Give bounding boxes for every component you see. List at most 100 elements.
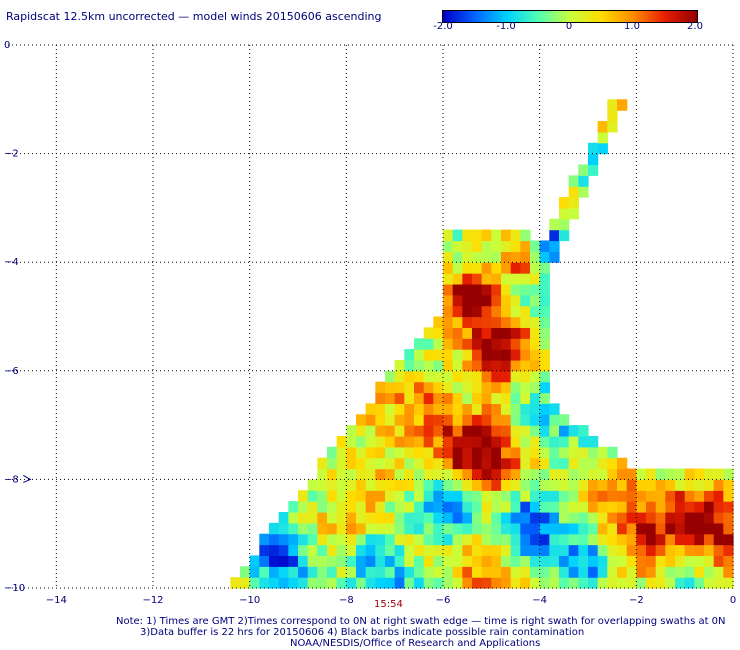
heatmap-cell	[626, 533, 637, 546]
heatmap-cell	[288, 566, 299, 578]
heatmap-cell	[549, 501, 560, 513]
heatmap-cell	[462, 316, 473, 328]
heatmap-cell	[307, 522, 318, 535]
heatmap-cell	[423, 370, 434, 383]
heatmap-cell	[607, 544, 618, 557]
heatmap-cell	[462, 479, 473, 491]
heatmap-cell	[675, 544, 686, 557]
heatmap-cell	[259, 555, 270, 567]
heatmap-cell	[462, 240, 473, 252]
heatmap-cell	[346, 533, 357, 546]
heatmap-cell	[307, 544, 318, 557]
heatmap-cell	[501, 392, 512, 404]
heatmap-cell	[530, 555, 541, 567]
heatmap-cell	[452, 262, 463, 274]
heatmap-cell	[520, 240, 531, 252]
heatmap-cell	[462, 251, 473, 263]
heatmap-cell	[404, 522, 415, 535]
heatmap-cell	[317, 501, 328, 513]
heatmap-cell	[501, 522, 512, 535]
heatmap-cell	[655, 501, 666, 513]
heatmap-cell	[375, 555, 386, 567]
heatmap-cell	[665, 555, 676, 567]
heatmap-cell	[694, 544, 705, 557]
heatmap-cell	[481, 316, 492, 328]
heatmap-cell	[462, 359, 473, 372]
heatmap-cell	[385, 403, 396, 415]
heatmap-cell	[336, 479, 347, 491]
heatmap-cell	[501, 327, 512, 339]
heatmap-cell	[481, 468, 492, 480]
heatmap-cell	[269, 533, 280, 546]
heatmap-cell	[414, 468, 425, 480]
heatmap-cell	[462, 305, 473, 318]
heatmap-cell	[452, 544, 463, 557]
heatmap-cell	[307, 566, 318, 578]
heatmap-cell	[520, 555, 531, 567]
heatmap-cell	[452, 533, 463, 546]
heatmap-cell	[549, 229, 560, 242]
heatmap-cell	[559, 555, 570, 567]
heatmap-cell	[655, 511, 666, 524]
heatmap-cell	[530, 240, 541, 252]
heatmap-cell	[472, 273, 483, 285]
heatmap-cell	[530, 522, 541, 535]
heatmap-cell	[578, 511, 589, 524]
heatmap-cell	[452, 468, 463, 480]
heatmap-cell	[723, 490, 734, 502]
heatmap-cell	[385, 522, 396, 535]
heatmap-cell	[423, 479, 434, 491]
heatmap-cell	[298, 490, 309, 502]
heatmap-cell	[617, 533, 628, 546]
heatmap-cell	[539, 501, 550, 513]
heatmap-cell	[433, 544, 444, 557]
heatmap-cell	[501, 555, 512, 567]
heatmap-cell	[675, 533, 686, 546]
heatmap-cell	[443, 251, 454, 263]
heatmap-cell	[510, 457, 521, 470]
heatmap-cell	[288, 577, 299, 589]
heatmap-cell	[597, 511, 608, 524]
heatmap-cell	[375, 544, 386, 557]
x-tick-label: −10	[239, 595, 260, 606]
heatmap-cell	[385, 425, 396, 437]
heatmap-cell	[520, 381, 531, 394]
heatmap-cell	[404, 544, 415, 557]
heatmap-cell	[549, 511, 560, 524]
heatmap-cell	[588, 522, 599, 535]
heatmap-cell	[452, 414, 463, 426]
heatmap-cell	[472, 544, 483, 557]
heatmap-cell	[462, 544, 473, 557]
heatmap-cell	[559, 522, 570, 535]
heatmap-cell	[336, 501, 347, 513]
heatmap-cell	[491, 490, 502, 502]
heatmap-cell	[655, 490, 666, 502]
heatmap-cell	[462, 414, 473, 426]
heatmap-cell	[501, 533, 512, 546]
heatmap-cell	[433, 533, 444, 546]
heatmap-cell	[423, 457, 434, 470]
heatmap-cell	[443, 533, 454, 546]
heatmap-cell	[404, 457, 415, 470]
heatmap-cell	[249, 577, 260, 589]
heatmap-cell	[501, 544, 512, 557]
heatmap-cell	[443, 501, 454, 513]
heatmap-cell	[530, 294, 541, 307]
heatmap-cell	[433, 316, 444, 328]
heatmap-cell	[472, 511, 483, 524]
heatmap-cell	[336, 566, 347, 578]
heatmap-cell	[607, 566, 618, 578]
heatmap-cell	[443, 566, 454, 578]
heatmap-cell	[443, 457, 454, 470]
heatmap-cell	[588, 142, 599, 155]
heatmap-cell	[443, 403, 454, 415]
heatmap-cell	[394, 511, 405, 524]
heatmap-cell	[356, 533, 367, 546]
heatmap-cell	[491, 349, 502, 361]
grid-lines	[8, 44, 734, 589]
heatmap-cell	[317, 533, 328, 546]
heatmap-cell	[423, 349, 434, 361]
heatmap-cell	[414, 338, 425, 350]
heatmap-cell	[684, 468, 695, 480]
heatmap-cell	[423, 577, 434, 589]
